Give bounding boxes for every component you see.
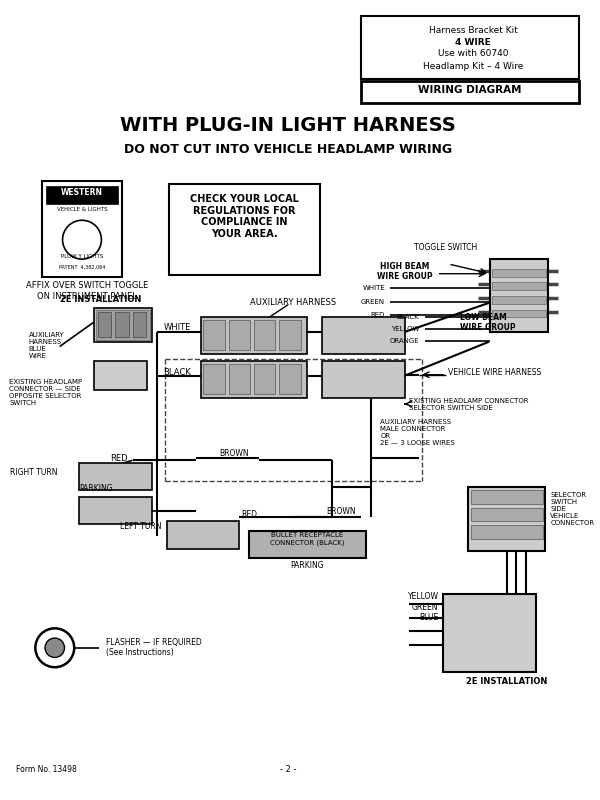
Bar	[79, 497, 152, 524]
Bar	[98, 311, 111, 337]
Bar	[254, 364, 275, 394]
Bar	[492, 282, 547, 290]
Text: EXISTING HEADLAMP
CONNECTOR — SIDE
OPPOSITE SELECTOR
SWITCH: EXISTING HEADLAMP CONNECTOR — SIDE OPPOS…	[9, 378, 82, 406]
Text: AUXILIARY HARNESS
MALE CONNECTOR
OR
2E — 3 LOOSE WIRES: AUXILIARY HARNESS MALE CONNECTOR OR 2E —…	[380, 419, 455, 446]
Bar	[492, 296, 547, 304]
Text: CHECK YOUR LOCAL
REGULATIONS FOR
COMPLIANCE IN
YOUR AREA.: CHECK YOUR LOCAL REGULATIONS FOR COMPLIA…	[190, 194, 299, 239]
Text: Use with 60740: Use with 60740	[438, 50, 508, 58]
Text: 4 WIRE: 4 WIRE	[455, 38, 491, 46]
Text: Form No. 13498: Form No. 13498	[16, 765, 77, 774]
Text: - 2 -: - 2 -	[280, 765, 296, 774]
Text: VEHICLE WIRE HARNESS: VEHICLE WIRE HARNESS	[448, 368, 542, 378]
Text: RED: RED	[371, 313, 385, 318]
Text: YELLOW
GREEN
BLUE: YELLOW GREEN BLUE	[407, 592, 439, 622]
Bar	[94, 308, 152, 342]
Bar	[115, 311, 128, 337]
Text: DO NOT CUT INTO VEHICLE HEADLAMP WIRING: DO NOT CUT INTO VEHICLE HEADLAMP WIRING	[124, 142, 452, 155]
Text: LEFT TURN: LEFT TURN	[120, 522, 161, 531]
Text: GREEN: GREEN	[361, 299, 385, 305]
Bar	[470, 490, 542, 504]
Text: WITH PLUG-IN LIGHT HARNESS: WITH PLUG-IN LIGHT HARNESS	[120, 116, 456, 135]
Bar	[322, 361, 404, 398]
Bar	[254, 320, 275, 350]
Text: Headlamp Kit – 4 Wire: Headlamp Kit – 4 Wire	[423, 62, 523, 71]
Text: PATENT  4,382,064: PATENT 4,382,064	[59, 265, 105, 270]
Bar	[167, 522, 239, 549]
Text: BROWN: BROWN	[326, 507, 356, 516]
Text: WHITE: WHITE	[163, 322, 191, 332]
Text: BLACK: BLACK	[397, 314, 419, 321]
Text: VEHICLE & LIGHTS: VEHICLE & LIGHTS	[56, 206, 107, 212]
Text: WESTERN: WESTERN	[61, 188, 103, 197]
Bar	[94, 361, 147, 390]
Text: 2E INSTALLATION: 2E INSTALLATION	[59, 295, 141, 304]
Text: Harness Bracket Kit: Harness Bracket Kit	[428, 26, 518, 35]
Circle shape	[35, 628, 74, 667]
Text: RIGHT TURN: RIGHT TURN	[10, 468, 58, 477]
Text: AFFIX OVER SWITCH TOGGLE
ON INSTRUMENT PANEL: AFFIX OVER SWITCH TOGGLE ON INSTRUMENT P…	[26, 282, 148, 301]
Bar	[470, 526, 542, 539]
Bar	[203, 320, 225, 350]
Text: AUXILIARY HARNESS: AUXILIARY HARNESS	[250, 298, 336, 307]
Text: TOGGLE SWITCH: TOGGLE SWITCH	[414, 243, 478, 252]
Bar	[279, 364, 301, 394]
Text: PARKING: PARKING	[79, 484, 113, 494]
Bar	[361, 16, 580, 79]
Bar	[490, 259, 548, 332]
Text: PARKING: PARKING	[290, 562, 324, 570]
Text: FLASHER — IF REQUIRED
(See Instructions): FLASHER — IF REQUIRED (See Instructions)	[106, 638, 202, 658]
Text: PLOW Y LIGHTS: PLOW Y LIGHTS	[61, 254, 103, 259]
Bar	[492, 310, 547, 318]
Text: SELECTOR
SWITCH
SIDE
VEHICLE
CONNECTOR: SELECTOR SWITCH SIDE VEHICLE CONNECTOR	[550, 492, 595, 526]
Text: RED: RED	[241, 510, 257, 519]
Text: WIRING DIAGRAM: WIRING DIAGRAM	[418, 85, 522, 95]
Bar	[200, 318, 307, 354]
Text: ORANGE: ORANGE	[389, 338, 419, 344]
Text: AUXILIARY
HARNESS
BLUE
WIRE: AUXILIARY HARNESS BLUE WIRE	[29, 332, 64, 359]
Bar	[361, 82, 580, 102]
Bar	[42, 182, 122, 277]
Text: 2E INSTALLATION: 2E INSTALLATION	[466, 677, 547, 686]
Bar	[249, 531, 366, 558]
Bar	[200, 361, 307, 398]
Bar	[443, 594, 536, 672]
Text: RED: RED	[110, 454, 128, 462]
Text: HIGH BEAM
WIRE GROUP: HIGH BEAM WIRE GROUP	[377, 262, 433, 282]
Text: LOW BEAM
WIRE GROUP: LOW BEAM WIRE GROUP	[460, 313, 515, 332]
Bar	[492, 269, 547, 277]
Bar	[229, 364, 250, 394]
Bar	[95, 310, 150, 340]
Circle shape	[45, 638, 64, 658]
Text: BLACK: BLACK	[163, 368, 191, 378]
Text: BROWN: BROWN	[220, 449, 250, 458]
Bar	[470, 508, 542, 522]
Bar	[169, 184, 320, 274]
Bar	[468, 487, 545, 550]
Text: WHITE: WHITE	[362, 286, 385, 291]
Text: EXISTING HEADLAMP CONNECTOR
SELECTOR SWITCH SIDE: EXISTING HEADLAMP CONNECTOR SELECTOR SWI…	[409, 398, 529, 411]
Bar	[279, 320, 301, 350]
Bar	[229, 320, 250, 350]
Text: YELLOW: YELLOW	[391, 326, 419, 332]
Bar	[322, 318, 404, 354]
Bar	[79, 463, 152, 490]
Bar	[203, 364, 225, 394]
Text: BULLET RECEPTACLE
CONNECTOR (BLACK): BULLET RECEPTACLE CONNECTOR (BLACK)	[270, 532, 344, 546]
Bar	[133, 311, 146, 337]
Bar	[46, 186, 118, 204]
